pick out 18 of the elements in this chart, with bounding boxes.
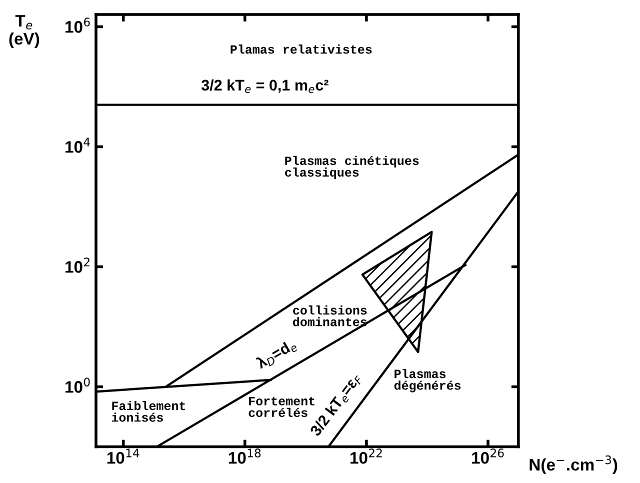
annotation: Faiblement ionisés (112, 400, 186, 422)
x-tick-label: 10$^{26}$ (472, 448, 504, 464)
y-tick-label: 10$^{0}$ (66, 378, 90, 393)
y-tick-label: 10$^{2}$ (66, 258, 90, 273)
annotation: collisions dominantes (293, 305, 367, 326)
annotation: Plasmas cinétiques classiques (285, 156, 419, 180)
annotation: Plasmas dégénérés (394, 368, 461, 392)
text: λ$_{D}$=d$_{e}$ (254, 338, 298, 372)
annotation: Plamas relativistes (230, 44, 372, 54)
x-axis-title: N(e$^{−}$.cm$^{−3}$) (530, 455, 618, 474)
x-tick-label: 10$^{22}$ (350, 448, 382, 464)
y-axis-title: T$_{e}$ (eV) (9, 15, 40, 48)
y-tick-label: 10$^{4}$ (66, 138, 90, 153)
x-tick-label: 10$^{14}$ (107, 448, 140, 464)
series-label: 3/2 kT$_{e}$ = 0,1 m$_{e}$c² (201, 79, 328, 94)
annotation: Fortement corrélés (248, 396, 314, 418)
y-tick-label: 10$^{6}$ (66, 18, 90, 33)
x-tick-label: 10$^{18}$ (228, 448, 261, 464)
